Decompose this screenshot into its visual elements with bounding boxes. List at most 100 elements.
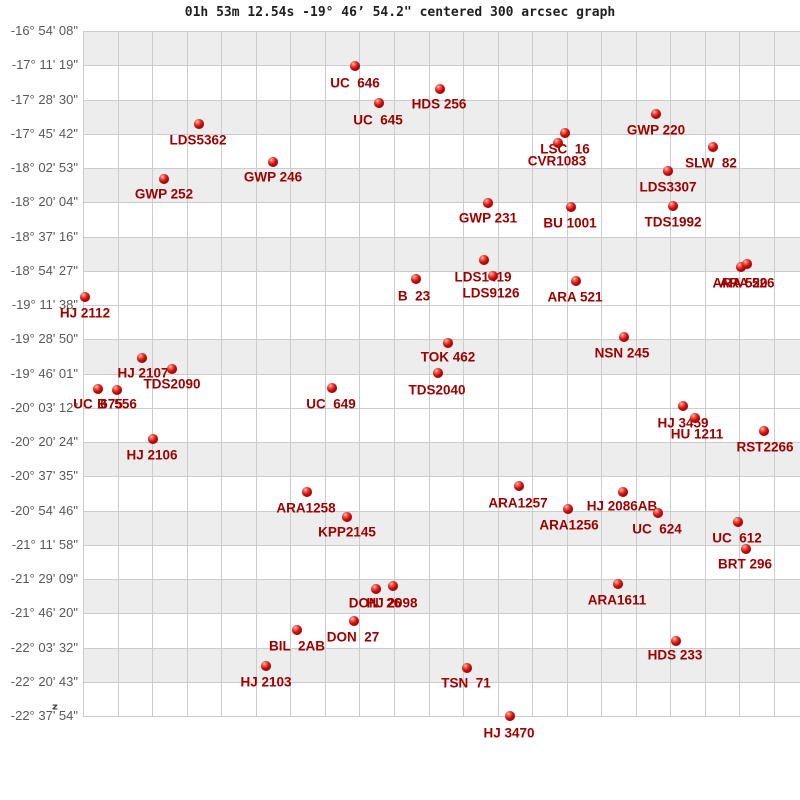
h-gridline [83, 407, 800, 409]
y-axis-tick-label: -17° 45' 42" [10, 125, 78, 141]
star-label: B 556 [97, 396, 137, 412]
star-point [342, 512, 352, 522]
star-point [261, 661, 271, 671]
h-gridline [83, 510, 800, 512]
h-gridline [83, 305, 800, 306]
row-band [83, 442, 800, 477]
star-label: HJ 2086AB [586, 498, 658, 514]
y-axis-tick-label: -18° 54' 27" [10, 262, 78, 278]
y-axis-tick-label: -21° 29' 09" [10, 571, 78, 586]
star-label: ARA 520 [712, 275, 768, 291]
y-axis-tick-label: -18° 20' 04" [10, 194, 78, 210]
star-label: UC 649 [306, 396, 356, 412]
h-gridline [83, 544, 800, 546]
star-point [349, 616, 359, 626]
star-point [619, 332, 629, 342]
star-point [613, 579, 623, 589]
y-axis-tick-label: -17° 28' 30" [10, 91, 78, 107]
h-gridline [83, 476, 800, 478]
star-point [708, 142, 718, 152]
v-gridline [221, 31, 223, 716]
h-gridline [83, 442, 800, 443]
row-band [83, 339, 800, 374]
v-gridline [428, 31, 430, 716]
y-axis-tick-label: -22° 03' 32" [10, 639, 78, 655]
h-gridline [83, 65, 800, 67]
star-label: TDS1992 [644, 214, 702, 230]
v-gridline [774, 31, 775, 716]
star-label: TSN 71 [441, 675, 491, 691]
star-label: LDS5362 [169, 132, 227, 148]
star-point [80, 292, 90, 302]
v-gridline [324, 31, 326, 716]
row-band [83, 65, 800, 99]
star-point [411, 274, 421, 284]
v-gridline [255, 31, 257, 716]
star-label: GWP 252 [134, 186, 194, 202]
star-label: ARA1257 [488, 495, 548, 511]
y-axis-tick-label: -18° 37' 16" [10, 228, 78, 244]
star-label: HJ 2112 [59, 305, 111, 321]
star-point [663, 166, 673, 176]
y-axis-tick-label: -19° 11' 38" [11, 297, 78, 312]
star-label: UC 612 [712, 530, 762, 546]
watermark-glyph: z [52, 702, 58, 713]
star-label: BRT 296 [717, 556, 773, 572]
h-gridline [83, 168, 800, 169]
y-axis-tick-label: -20° 37' 35" [10, 468, 78, 484]
y-axis-tick-label: -19° 28' 50" [10, 331, 78, 347]
v-gridline [463, 31, 465, 716]
star-point [483, 198, 493, 208]
star-point [462, 663, 472, 673]
star-point [514, 481, 524, 491]
v-gridline [566, 31, 568, 716]
star-label: GWP 220 [626, 122, 686, 138]
star-point [566, 202, 576, 212]
y-axis-tick-label: -20° 20' 24" [10, 434, 78, 449]
star-label: UC 645 [353, 112, 403, 128]
star-label: HDS 256 [411, 96, 467, 112]
star-point [690, 413, 700, 423]
row-band [83, 99, 800, 134]
star-point [653, 508, 663, 518]
row-band [83, 236, 800, 271]
star-point [618, 487, 628, 497]
row-band [83, 579, 800, 614]
star-point [433, 368, 443, 378]
star-label: GWP 231 [458, 210, 518, 226]
star-label: GWP 246 [243, 169, 303, 185]
star-label: ARA 521 [547, 289, 603, 305]
chart-title: 01h 53m 12.54s -19° 46’ 54.2" centered 3… [184, 5, 616, 20]
row-band [83, 476, 800, 510]
star-label: ARA 526 [719, 275, 775, 291]
star-point [741, 544, 751, 554]
star-label: LDS1419 [454, 269, 512, 285]
star-label: UC 646 [330, 75, 380, 91]
h-gridline [83, 202, 800, 204]
v-gridline [117, 31, 119, 716]
v-gridline [359, 31, 361, 716]
y-axis-tick-label: -22° 37' 54" [10, 708, 78, 723]
row-band [83, 305, 800, 339]
v-gridline [186, 31, 188, 716]
y-axis-tick-label: -20° 03' 12" [10, 399, 78, 415]
v-gridline [152, 31, 154, 716]
v-gridline [670, 31, 672, 716]
star-point [733, 517, 743, 527]
row-band [83, 31, 800, 66]
y-axis-tick-label: -20° 54' 46" [10, 502, 78, 518]
star-point [742, 259, 752, 269]
v-gridline [601, 31, 603, 716]
star-label: HJ 2106 [126, 447, 178, 463]
star-label: BIL 2AB [268, 638, 326, 654]
star-point [93, 384, 103, 394]
star-point [678, 401, 688, 411]
star-label: B 23 [397, 288, 431, 304]
star-point [435, 84, 445, 94]
h-gridline [83, 270, 800, 272]
star-label: TDS2090 [143, 376, 201, 392]
star-label: ARA1258 [276, 500, 336, 516]
h-gridline [83, 579, 800, 580]
star-label: UC 675 [73, 396, 123, 412]
